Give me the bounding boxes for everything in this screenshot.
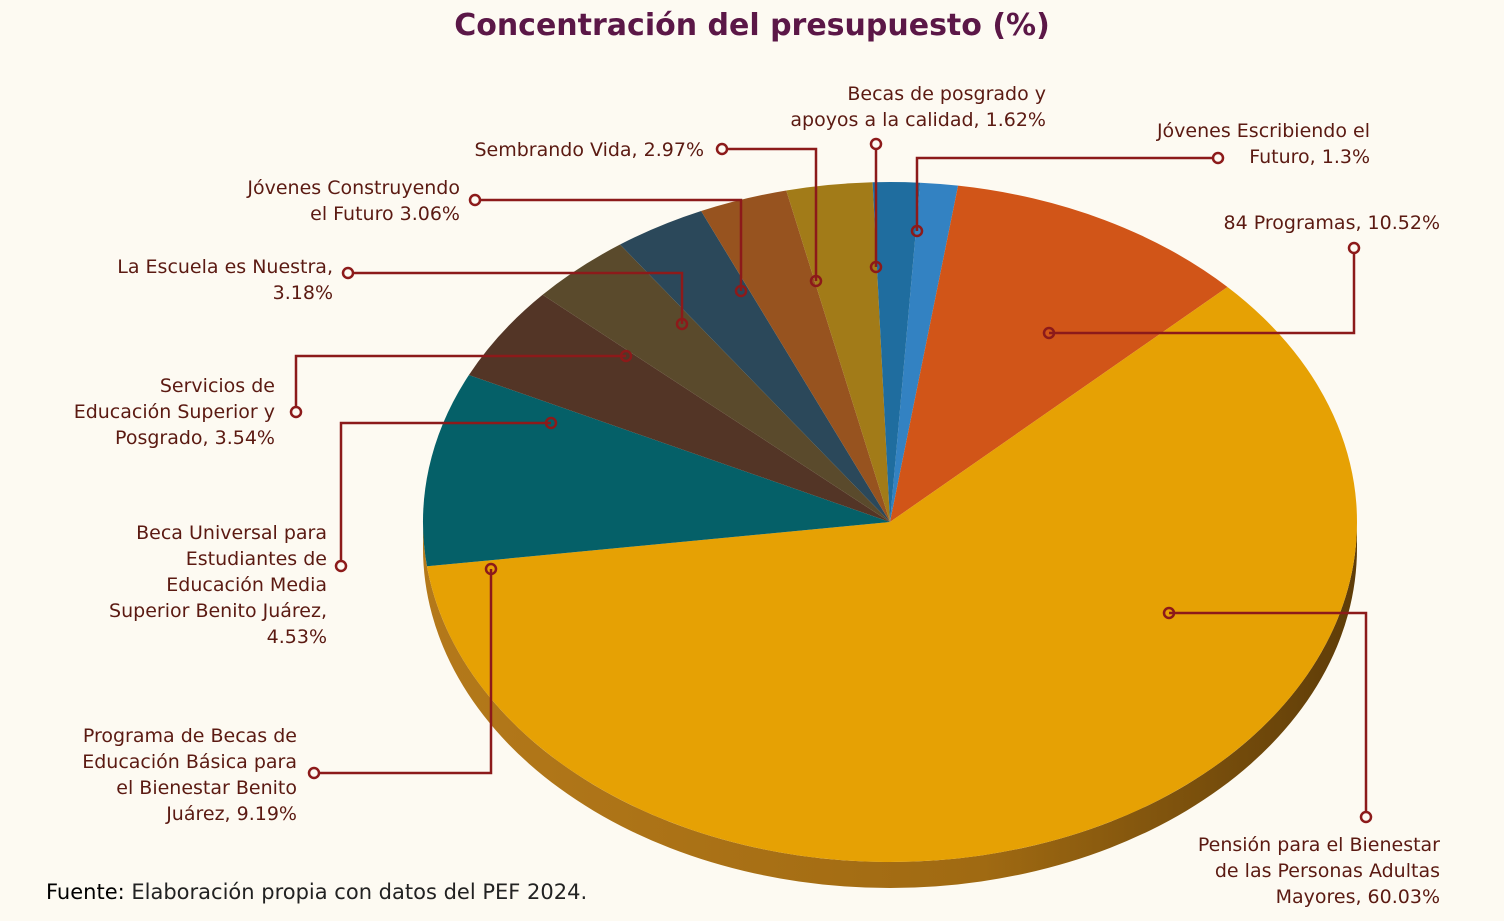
pie-slice-becas-de-posgrado-y bbox=[872, 181, 921, 522]
leader-marker-programa-de-becas-de bbox=[484, 562, 498, 576]
leader-end-programa-de-becas-de bbox=[307, 766, 321, 780]
pie-slice-servicios-de bbox=[542, 244, 890, 522]
leader-end-servicios-de bbox=[289, 405, 303, 419]
leader-marker-sembrando-vida bbox=[809, 274, 823, 288]
slice-label-la-escuela-es-nuestra: La Escuela es Nuestra, 3.18% bbox=[117, 256, 333, 304]
leader-end-jovenes-construyendo bbox=[468, 193, 482, 207]
leader-marker-pension-para-el-bienestar bbox=[1162, 606, 1176, 620]
pie-slice-pension-para-el-bienestar bbox=[426, 287, 1357, 863]
leader-line-la-escuela-es-nuestra bbox=[348, 271, 684, 324]
slice-label-becas-posgrado: Becas de posgrado y apoyos a la calidad,… bbox=[790, 83, 1046, 131]
slice-label-beca-universal-media-superior: Beca Universal para Estudiantes de Educa… bbox=[109, 522, 327, 648]
leader-line-jovenes-construyendo bbox=[475, 198, 743, 291]
slice-label-servicios-educacion-superior: Servicios de Educación Superior y Posgra… bbox=[73, 375, 275, 449]
leader-end-sembrando-vida bbox=[715, 142, 729, 156]
source-text: Elaboración propia con datos del PEF 202… bbox=[124, 880, 588, 904]
leader-end-becas-de-posgrado-y bbox=[869, 137, 883, 151]
leader-line-jovenes-escribiendo-el bbox=[915, 156, 1218, 231]
leader-line-servicios-de bbox=[294, 354, 626, 412]
leader-marker-jovenes-construyendo bbox=[734, 284, 748, 298]
leader-marker-jovenes-escribiendo-el bbox=[910, 224, 924, 238]
pie-slice-84-programas bbox=[890, 185, 1228, 523]
pie-slice-jovenes-escribiendo-el bbox=[890, 182, 959, 523]
leader-marker-beca-universal-para bbox=[544, 416, 558, 430]
leader-line-pension-para-el-bienestar bbox=[1169, 611, 1368, 817]
leader-end-jovenes-escribiendo-el bbox=[1211, 151, 1225, 165]
leader-line-sembrando-vida bbox=[722, 147, 818, 281]
leader-end-pension-para-el-bienestar bbox=[1359, 810, 1373, 824]
pie-slice-la-escuela-es-nuestra bbox=[620, 211, 890, 522]
leader-line-beca-universal-para bbox=[339, 421, 551, 566]
slice-label-jovenes-construyendo: Jóvenes Construyendo el Futuro 3.06% bbox=[247, 177, 460, 225]
slice-label-becas-educacion-basica: Programa de Becas de Educación Básica pa… bbox=[82, 725, 297, 825]
slice-label-jovenes-escribiendo: Jóvenes Escribiendo el Futuro, 1.3% bbox=[1156, 120, 1370, 168]
pie-slice-jovenes-construyendo bbox=[701, 190, 890, 522]
leader-line-84-programas bbox=[1049, 248, 1356, 335]
leader-end-84-programas bbox=[1347, 241, 1361, 255]
source-note: Fuente: Elaboración propia con datos del… bbox=[46, 880, 587, 904]
pie-slice-beca-universal-para bbox=[468, 294, 890, 522]
leader-marker-servicios-de bbox=[619, 349, 633, 363]
slice-label-84-programas: 84 Programas, 10.52% bbox=[1223, 212, 1440, 234]
pie-slice-sembrando-vida bbox=[786, 182, 890, 522]
leader-marker-84-programas bbox=[1042, 326, 1056, 340]
leader-marker-la-escuela-es-nuestra bbox=[675, 317, 689, 331]
chart-title: Concentración del presupuesto (%) bbox=[454, 8, 1050, 43]
leader-line-programa-de-becas-de bbox=[314, 569, 493, 775]
leader-marker-becas-de-posgrado-y bbox=[869, 260, 883, 274]
slice-label-sembrando-vida: Sembrando Vida, 2.97% bbox=[474, 139, 704, 161]
leader-end-beca-universal-para bbox=[334, 559, 348, 573]
leader-end-la-escuela-es-nuestra bbox=[341, 266, 355, 280]
slice-label-pension-adultas-mayores: Pensión para el Bienestar de las Persona… bbox=[1197, 834, 1440, 908]
source-prefix: Fuente: bbox=[46, 880, 125, 904]
